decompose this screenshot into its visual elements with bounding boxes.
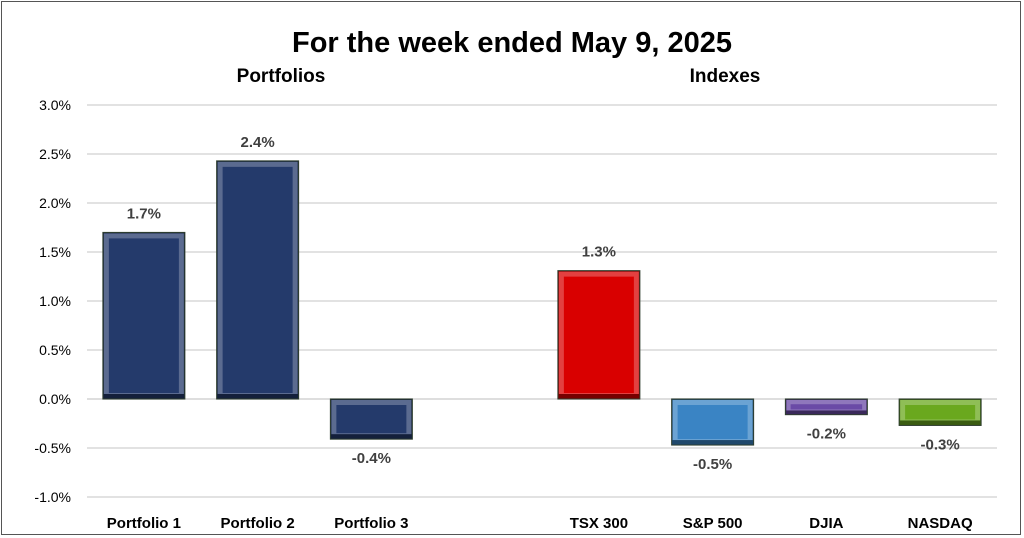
- bar-face: [790, 404, 863, 410]
- data-label: -0.4%: [352, 450, 391, 467]
- y-tick-label: -0.5%: [34, 440, 71, 456]
- y-tick-label: 3.0%: [39, 97, 71, 113]
- group-label-indexes: Indexes: [690, 66, 761, 87]
- y-tick-label: -1.0%: [34, 489, 71, 505]
- x-tick-label: DJIA: [809, 515, 843, 532]
- bar-face: [905, 405, 976, 420]
- bar: [671, 398, 755, 446]
- y-tick-label: 1.0%: [39, 293, 71, 309]
- bar: [329, 398, 413, 440]
- data-label: 1.3%: [582, 244, 616, 261]
- y-tick-label: 2.5%: [39, 146, 71, 162]
- data-label: 2.4%: [241, 134, 275, 151]
- x-tick-label: S&P 500: [683, 515, 743, 532]
- y-tick-label: 0.5%: [39, 342, 71, 358]
- data-label: -0.2%: [807, 426, 846, 443]
- x-tick-label: Portfolio 2: [221, 515, 295, 532]
- y-tick-label: 2.0%: [39, 195, 71, 211]
- bar-face: [336, 405, 407, 434]
- data-label: -0.3%: [921, 436, 960, 453]
- bar-face: [222, 166, 293, 393]
- x-tick-label: Portfolio 3: [334, 515, 408, 532]
- bar-face: [677, 405, 748, 440]
- x-tick-label: NASDAQ: [908, 515, 973, 532]
- bar-face: [108, 238, 179, 393]
- data-label: -0.5%: [693, 456, 732, 473]
- group-label-portfolios: Portfolios: [237, 66, 326, 87]
- bar: [102, 231, 186, 400]
- bar: [557, 270, 641, 400]
- y-tick-label: 1.5%: [39, 244, 71, 260]
- x-tick-label: TSX 300: [570, 515, 628, 532]
- chart-title: For the week ended May 9, 2025: [292, 27, 732, 59]
- x-tick-label: Portfolio 1: [107, 515, 181, 532]
- data-label: 1.7%: [127, 205, 161, 222]
- y-tick-label: 0.0%: [39, 391, 71, 407]
- bar: [216, 160, 300, 400]
- bar: [784, 398, 868, 416]
- bar: [898, 398, 982, 426]
- bar-face: [563, 276, 634, 393]
